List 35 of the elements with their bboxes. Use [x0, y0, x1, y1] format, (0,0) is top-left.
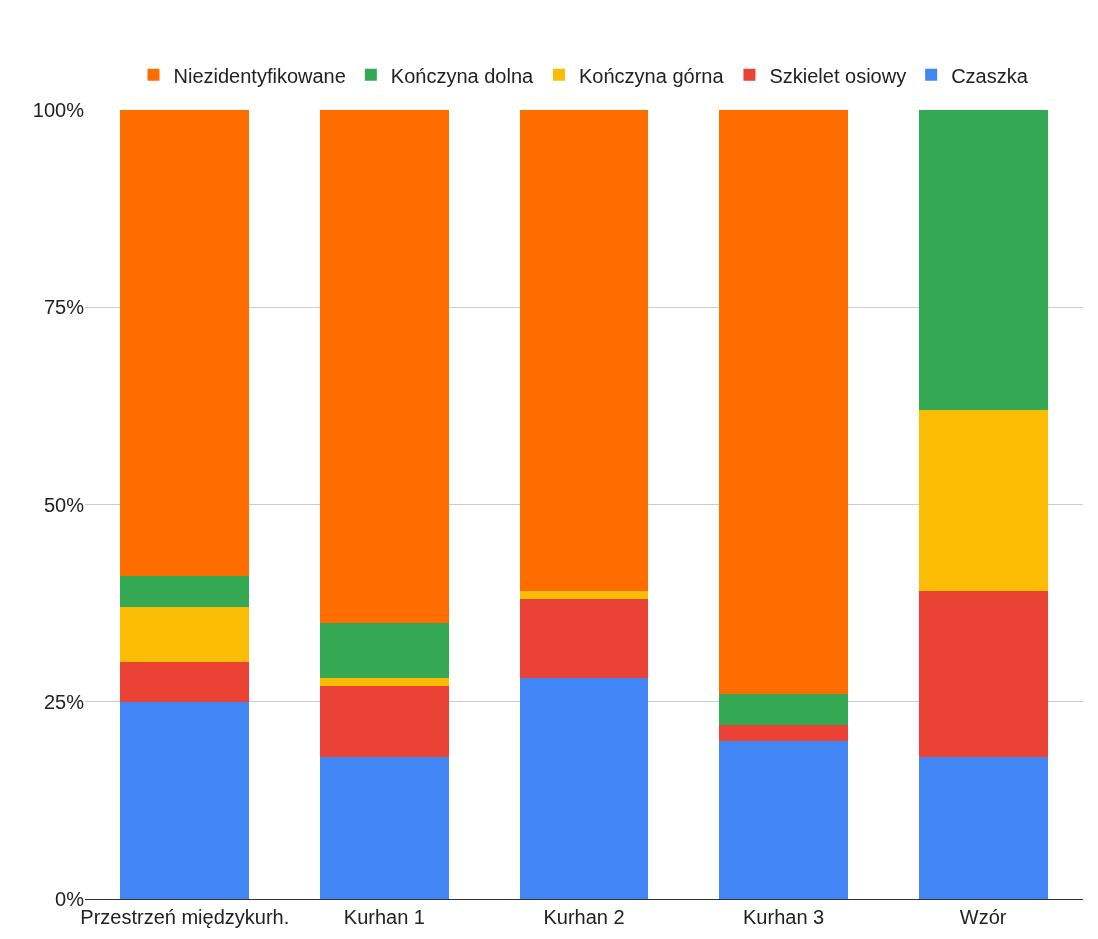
bar	[120, 607, 250, 663]
bar	[519, 591, 649, 600]
legend-label: Niezidentyfikowane	[173, 64, 346, 87]
bar	[320, 685, 449, 757]
y-tick-label: 25%	[43, 690, 85, 713]
bar	[519, 110, 649, 592]
legend-label: Czaszka	[951, 64, 1029, 87]
bar	[120, 662, 250, 702]
y-tick-label: 100%	[32, 99, 85, 121]
bar	[120, 575, 250, 608]
bar	[120, 701, 250, 899]
bar	[320, 110, 449, 623]
y-tick-label: 75%	[43, 296, 85, 319]
bar	[918, 409, 1048, 592]
legend-label: Kończyna dolna	[390, 64, 535, 87]
y-tick-label: 50%	[43, 493, 85, 516]
bar	[918, 591, 1048, 757]
bar	[719, 110, 848, 694]
x-tick-label: Kurhan 1	[343, 906, 425, 928]
x-tick-label: Kurhan 2	[543, 906, 625, 928]
bar	[120, 110, 250, 576]
bar	[320, 678, 449, 686]
bar	[918, 110, 1048, 410]
bar	[719, 741, 848, 899]
bar	[320, 756, 449, 899]
x-tick-label: Wzór	[959, 906, 1007, 928]
bar	[519, 678, 649, 899]
bar	[719, 693, 848, 726]
legend-label: Szkielet osiowy	[769, 64, 907, 87]
x-tick-label: Kurhan 3	[743, 906, 825, 928]
legend-label: Kończyna górna	[579, 64, 725, 87]
bar	[320, 622, 449, 679]
bar	[918, 756, 1048, 899]
bar	[719, 725, 848, 742]
bar	[519, 599, 649, 679]
